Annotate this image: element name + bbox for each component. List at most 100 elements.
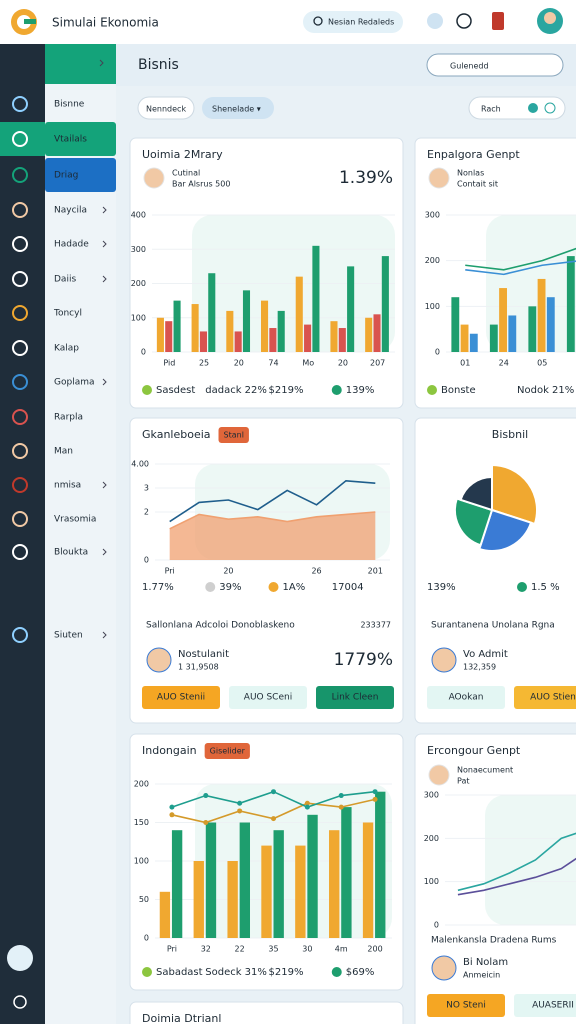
action-button[interactable] (514, 686, 576, 709)
card-subtitle: Cutinal (172, 169, 200, 178)
card-title: Gkanleboeia (142, 428, 211, 441)
action-label[interactable]: AUO Stenii (157, 693, 205, 703)
action-button[interactable] (514, 994, 576, 1017)
action-label[interactable]: Link Cleen (332, 693, 379, 703)
nav-item[interactable]: Daiis (54, 275, 76, 285)
rail-icon[interactable] (12, 167, 28, 183)
x-tick-label: 22 (235, 945, 245, 954)
bar (375, 791, 386, 938)
stat: dadack 22% (205, 385, 267, 396)
chat-icon[interactable] (13, 995, 27, 1009)
line-point (203, 793, 209, 799)
nav-active (45, 158, 116, 192)
y-tick-label: 200 (131, 279, 146, 288)
bar (451, 297, 460, 352)
legend-dot (331, 967, 342, 977)
rail-icon[interactable] (12, 409, 28, 425)
bar (537, 278, 546, 352)
rail-icon[interactable] (12, 374, 28, 390)
chevron (99, 59, 104, 67)
dropdown[interactable] (426, 53, 564, 77)
rail-icon[interactable] (12, 340, 28, 356)
chevron (102, 481, 107, 489)
pie-slice (454, 497, 494, 547)
action-button[interactable] (229, 686, 307, 709)
page-heading: Bisnis (138, 57, 179, 73)
badge-text: Giselider (210, 747, 246, 756)
rail-icon[interactable] (12, 477, 28, 493)
bar (234, 331, 242, 352)
nav-item[interactable]: Hadade (54, 240, 89, 250)
x-tick-label: 01 (460, 359, 470, 368)
icon-button[interactable] (427, 13, 443, 29)
nav-item[interactable]: Man (54, 447, 73, 457)
settings-icon[interactable] (456, 13, 472, 29)
nav-item[interactable]: Driag (54, 171, 78, 181)
nav-item[interactable]: nmisa (54, 481, 81, 491)
nav-item[interactable]: Siuten (54, 631, 83, 641)
action-label[interactable]: AUASERII (532, 1001, 574, 1011)
filter-button[interactable] (137, 96, 195, 120)
rail-icon[interactable] (12, 305, 28, 321)
x-tick-label: 207 (370, 359, 385, 368)
card-desc-num: 233377 (360, 621, 391, 630)
notify-icon[interactable] (492, 12, 504, 30)
action-button[interactable] (142, 686, 220, 709)
nav-item[interactable]: Bisnne (54, 100, 85, 110)
line (457, 832, 576, 892)
x-tick-label: 30 (302, 945, 312, 954)
rail-icon[interactable] (12, 544, 28, 560)
rail-icon[interactable] (12, 443, 28, 459)
x-tick-label: Mo (302, 359, 314, 368)
y-tick-label: 3 (144, 484, 149, 493)
rail-icon[interactable] (12, 202, 28, 218)
bar (312, 245, 320, 352)
person-text: Nostulanit (178, 649, 229, 660)
pill-icon (544, 102, 556, 114)
nav-item[interactable]: Goplama (54, 378, 95, 388)
kpi: 1.39% (339, 168, 393, 188)
rail-icon[interactable] (12, 236, 28, 252)
line-point (169, 804, 175, 810)
search-box[interactable] (303, 11, 403, 33)
nav-item[interactable]: Bloukta (54, 548, 88, 558)
rail-icon[interactable] (12, 271, 28, 287)
view-pill[interactable] (468, 96, 566, 120)
bar (261, 845, 272, 938)
nav-item[interactable]: Rarpla (54, 413, 83, 423)
nav-item[interactable]: Kalap (54, 344, 79, 354)
x-tick-label: 4m (335, 945, 348, 954)
action-button[interactable] (427, 686, 505, 709)
action-label[interactable]: AOokan (449, 693, 484, 703)
nav-item[interactable]: Vrasomia (54, 515, 96, 525)
bar (156, 317, 164, 352)
action-button[interactable] (427, 994, 505, 1017)
rail-icon[interactable] (12, 131, 28, 147)
rail-icon[interactable] (12, 96, 28, 112)
pie-slice (478, 508, 533, 552)
nav-item[interactable]: Toncyl (53, 309, 82, 319)
stat: $219% (269, 967, 304, 978)
chevron (102, 206, 107, 214)
action-button[interactable] (316, 686, 394, 709)
person-avatar (146, 647, 172, 673)
pie-slice (491, 463, 538, 526)
line-point (237, 808, 243, 814)
card-title: Ercongour Genpt (427, 744, 521, 757)
bar (489, 324, 498, 352)
icon-rail (0, 44, 45, 1024)
rail-icon[interactable] (12, 627, 28, 643)
action-label[interactable]: NO Steni (446, 1001, 486, 1011)
action-label[interactable]: AUO Stien (530, 693, 576, 703)
filter-button[interactable] (202, 97, 274, 119)
help-button[interactable] (7, 945, 33, 971)
card-title: Enpalgora Genpt (427, 148, 520, 161)
rail-icon[interactable] (12, 511, 28, 527)
action-label[interactable]: AUO SCeni (244, 693, 292, 703)
bar (338, 328, 346, 352)
nav-item[interactable]: Naycila (54, 206, 87, 216)
nav-item[interactable]: Vtailals (54, 135, 87, 145)
bar (269, 328, 277, 352)
stat: 39% (219, 582, 241, 593)
badge (218, 427, 249, 443)
